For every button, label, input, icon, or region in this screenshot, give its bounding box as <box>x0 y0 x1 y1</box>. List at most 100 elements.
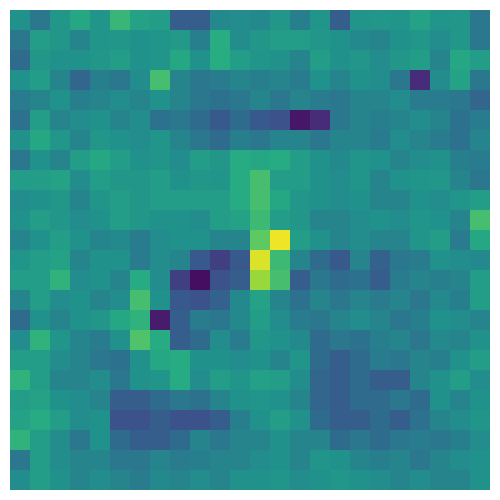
heatmap-cell-r0-c21 <box>430 10 451 31</box>
heatmap-cell-r21-c12 <box>250 430 271 451</box>
heatmap-cell-r11-c13 <box>270 230 291 251</box>
heatmap-cell-r22-c16 <box>330 450 351 471</box>
heatmap-cell-r15-c17 <box>350 310 371 331</box>
heatmap-cell-r23-c0 <box>10 470 31 490</box>
heatmap-cell-r22-c7 <box>150 450 171 471</box>
heatmap-cell-r21-c5 <box>110 430 131 451</box>
heatmap-cell-r14-c8 <box>170 290 191 311</box>
heatmap-cell-r8-c5 <box>110 170 131 191</box>
heatmap-cell-r20-c5 <box>110 410 131 431</box>
heatmap-cell-r5-c8 <box>170 110 191 131</box>
heatmap-cell-r22-c11 <box>230 450 251 471</box>
heatmap-cell-r5-c19 <box>390 110 411 131</box>
heatmap-cell-r15-c8 <box>170 310 191 331</box>
heatmap-cell-r18-c1 <box>30 370 51 391</box>
heatmap-cell-r11-c4 <box>90 230 111 251</box>
heatmap-cell-r2-c16 <box>330 50 351 71</box>
heatmap-cell-r3-c9 <box>190 70 211 91</box>
heatmap-cell-r17-c17 <box>350 350 371 371</box>
heatmap-cell-r2-c0 <box>10 50 31 71</box>
heatmap-cell-r8-c23 <box>470 170 490 191</box>
heatmap-cell-r18-c4 <box>90 370 111 391</box>
heatmap-cell-r17-c0 <box>10 350 31 371</box>
heatmap-cell-r18-c7 <box>150 370 171 391</box>
heatmap-cell-r23-c14 <box>290 470 311 490</box>
heatmap-cell-r3-c18 <box>370 70 391 91</box>
heatmap-cell-r3-c20 <box>410 70 431 91</box>
heatmap-cell-r10-c2 <box>50 210 71 231</box>
heatmap-cell-r1-c7 <box>150 30 171 51</box>
heatmap-cell-r11-c11 <box>230 230 251 251</box>
heatmap-cell-r17-c15 <box>310 350 331 371</box>
heatmap-cell-r11-c22 <box>450 230 471 251</box>
heatmap-cell-r21-c18 <box>370 430 391 451</box>
heatmap-cell-r23-c16 <box>330 470 351 490</box>
heatmap-cell-r6-c11 <box>230 130 251 151</box>
heatmap-cell-r22-c21 <box>430 450 451 471</box>
heatmap-cell-r21-c23 <box>470 430 490 451</box>
heatmap-cell-r22-c12 <box>250 450 271 471</box>
heatmap-cell-r2-c11 <box>230 50 251 71</box>
heatmap-cell-r10-c14 <box>290 210 311 231</box>
heatmap-cell-r13-c2 <box>50 270 71 291</box>
heatmap-cell-r2-c4 <box>90 50 111 71</box>
heatmap-cell-r0-c19 <box>390 10 411 31</box>
heatmap-cell-r10-c18 <box>370 210 391 231</box>
heatmap-cell-r8-c9 <box>190 170 211 191</box>
heatmap-cell-r19-c23 <box>470 390 490 411</box>
heatmap-cell-r15-c18 <box>370 310 391 331</box>
heatmap-cell-r14-c12 <box>250 290 271 311</box>
heatmap-cell-r7-c3 <box>70 150 91 171</box>
heatmap-cell-r6-c12 <box>250 130 271 151</box>
heatmap-cell-r15-c14 <box>290 310 311 331</box>
heatmap-cell-r8-c3 <box>70 170 91 191</box>
heatmap-cell-r2-c3 <box>70 50 91 71</box>
heatmap-cell-r2-c20 <box>410 50 431 71</box>
heatmap-cell-r18-c20 <box>410 370 431 391</box>
heatmap-cell-r5-c17 <box>350 110 371 131</box>
heatmap-cell-r6-c20 <box>410 130 431 151</box>
heatmap-cell-r11-c7 <box>150 230 171 251</box>
heatmap-cell-r3-c12 <box>250 70 271 91</box>
heatmap-cell-r20-c3 <box>70 410 91 431</box>
heatmap-cell-r11-c23 <box>470 230 490 251</box>
heatmap-cell-r2-c12 <box>250 50 271 71</box>
heatmap-cell-r3-c11 <box>230 70 251 91</box>
heatmap-cell-r12-c13 <box>270 250 291 271</box>
heatmap-cell-r1-c3 <box>70 30 91 51</box>
heatmap-cell-r12-c0 <box>10 250 31 271</box>
heatmap-cell-r23-c9 <box>190 470 211 490</box>
heatmap-cell-r1-c9 <box>190 30 211 51</box>
heatmap-cell-r3-c7 <box>150 70 171 91</box>
heatmap-cell-r4-c10 <box>210 90 231 111</box>
heatmap-cell-r18-c18 <box>370 370 391 391</box>
heatmap-cell-r5-c4 <box>90 110 111 131</box>
heatmap-cell-r10-c8 <box>170 210 191 231</box>
heatmap-cell-r5-c6 <box>130 110 151 131</box>
heatmap-cell-r21-c7 <box>150 430 171 451</box>
heatmap-cell-r20-c14 <box>290 410 311 431</box>
heatmap-cell-r15-c19 <box>390 310 411 331</box>
heatmap-cell-r7-c1 <box>30 150 51 171</box>
heatmap-cell-r20-c6 <box>130 410 151 431</box>
heatmap-cell-r23-c22 <box>450 470 471 490</box>
heatmap-cell-r18-c5 <box>110 370 131 391</box>
heatmap-cell-r20-c11 <box>230 410 251 431</box>
heatmap-cell-r1-c23 <box>470 30 490 51</box>
heatmap-cell-r11-c18 <box>370 230 391 251</box>
heatmap-cell-r22-c13 <box>270 450 291 471</box>
heatmap-cell-r7-c13 <box>270 150 291 171</box>
heatmap-cell-r10-c5 <box>110 210 131 231</box>
heatmap-cell-r1-c8 <box>170 30 191 51</box>
heatmap-cell-r5-c12 <box>250 110 271 131</box>
heatmap-cell-r12-c9 <box>190 250 211 271</box>
heatmap-cell-r20-c13 <box>270 410 291 431</box>
heatmap-cell-r21-c17 <box>350 430 371 451</box>
heatmap-cell-r9-c18 <box>370 190 391 211</box>
heatmap-cell-r13-c19 <box>390 270 411 291</box>
heatmap-cell-r17-c20 <box>410 350 431 371</box>
heatmap-cell-r5-c7 <box>150 110 171 131</box>
heatmap-cell-r18-c13 <box>270 370 291 391</box>
heatmap-cell-r2-c7 <box>150 50 171 71</box>
heatmap-cell-r6-c8 <box>170 130 191 151</box>
